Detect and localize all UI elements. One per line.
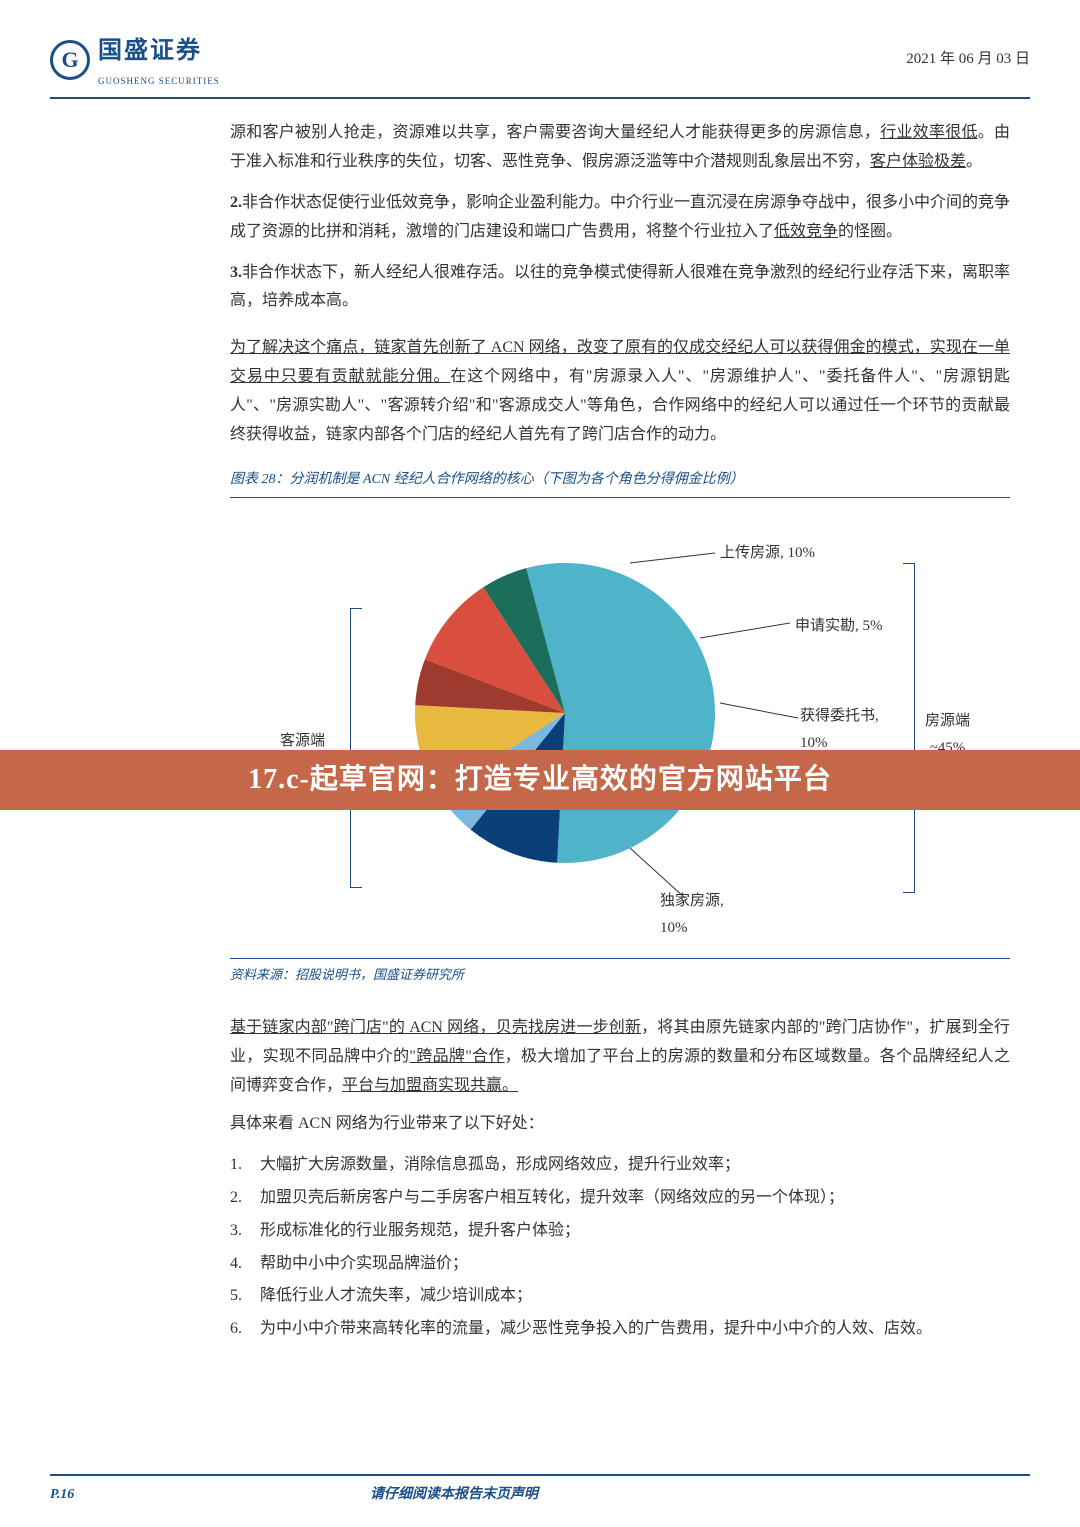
page-number: P.16	[50, 1482, 230, 1507]
para-2: 2.非合作状态促使行业低效竞争，影响企业盈利能力。中介行业一直沉浸在房源争夺战中…	[230, 189, 1010, 247]
benefit-item: 2.加盟贝壳后新房客户与二手房客户相互转化，提升效率（网络效应的另一个体现）；	[230, 1184, 1010, 1213]
benefits-list: 1.大幅扩大房源数量，消除信息孤岛，形成网络效应，提升行业效率； 2.加盟贝壳后新…	[230, 1151, 1010, 1344]
overlay-banner: 17.c-起草官网：打造专业高效的官方网站平台	[0, 750, 1080, 810]
body-content: 源和客户被别人抢走，资源难以共享，客户需要咨询大量经纪人才能获得更多的房源信息，…	[230, 119, 1010, 1344]
chart-source: 资料来源：招股说明书，国盛证券研究所	[230, 958, 1010, 986]
chart-title: 图表 28：分润机制是 ACN 经纪人合作网络的核心（下图为各个角色分得佣金比例…	[230, 467, 1010, 497]
benefit-item: 1.大幅扩大房源数量，消除信息孤岛，形成网络效应，提升行业效率；	[230, 1151, 1010, 1180]
pie-chart: 上传房源, 10% 申请实勘, 5% 获得委托书, 10% 获取客源, 55% …	[230, 508, 1010, 948]
logo-icon: G	[50, 40, 90, 80]
logo-cn-text: 国盛证券	[98, 30, 220, 73]
benefit-item: 5.降低行业人才流失率，减少培训成本；	[230, 1282, 1010, 1311]
benefit-item: 4.帮助中小中介实现品牌溢价；	[230, 1250, 1010, 1279]
footer-disclaimer: 请仔细阅读本报告末页声明	[370, 1482, 538, 1507]
label-exclusive: 独家房源, 10%	[660, 888, 724, 942]
bracket-right	[903, 563, 915, 893]
benefit-item: 6.为中小中介带来高转化率的流量，减少恶性竞争投入的广告费用，提升中小中介的人效…	[230, 1315, 1010, 1344]
page: G 国盛证券 GUOSHENG SECURITIES 2021 年 06 月 0…	[0, 0, 1080, 1527]
logo-en-text: GUOSHENG SECURITIES	[98, 73, 220, 89]
para-4: 为了解决这个痛点，链家首先创新了 ACN 网络，改变了原有的仅成交经纪人可以获得…	[230, 334, 1010, 449]
logo: G 国盛证券 GUOSHENG SECURITIES	[50, 30, 220, 89]
benefits-lead: 具体来看 ACN 网络为行业带来了以下好处：	[230, 1110, 1010, 1139]
benefit-item: 3.形成标准化的行业服务规范，提升客户体验；	[230, 1217, 1010, 1246]
bracket-left	[350, 608, 362, 888]
footer: P.16 请仔细阅读本报告末页声明	[50, 1474, 1030, 1507]
para-1: 源和客户被别人抢走，资源难以共享，客户需要咨询大量经纪人才能获得更多的房源信息，…	[230, 119, 1010, 177]
label-upload: 上传房源, 10%	[720, 540, 815, 567]
report-date: 2021 年 06 月 03 日	[906, 46, 1030, 73]
label-entrust: 获得委托书, 10%	[800, 703, 879, 757]
para-3: 3.非合作状态下，新人经纪人很难存活。以往的竞争模式使得新人很难在竞争激烈的经纪…	[230, 259, 1010, 317]
section2-intro: 基于链家内部"跨门店"的 ACN 网络，贝壳找房进一步创新，将其由原先链家内部的…	[230, 1014, 1010, 1100]
header: G 国盛证券 GUOSHENG SECURITIES 2021 年 06 月 0…	[50, 30, 1030, 99]
label-survey: 申请实勘, 5%	[795, 613, 883, 640]
